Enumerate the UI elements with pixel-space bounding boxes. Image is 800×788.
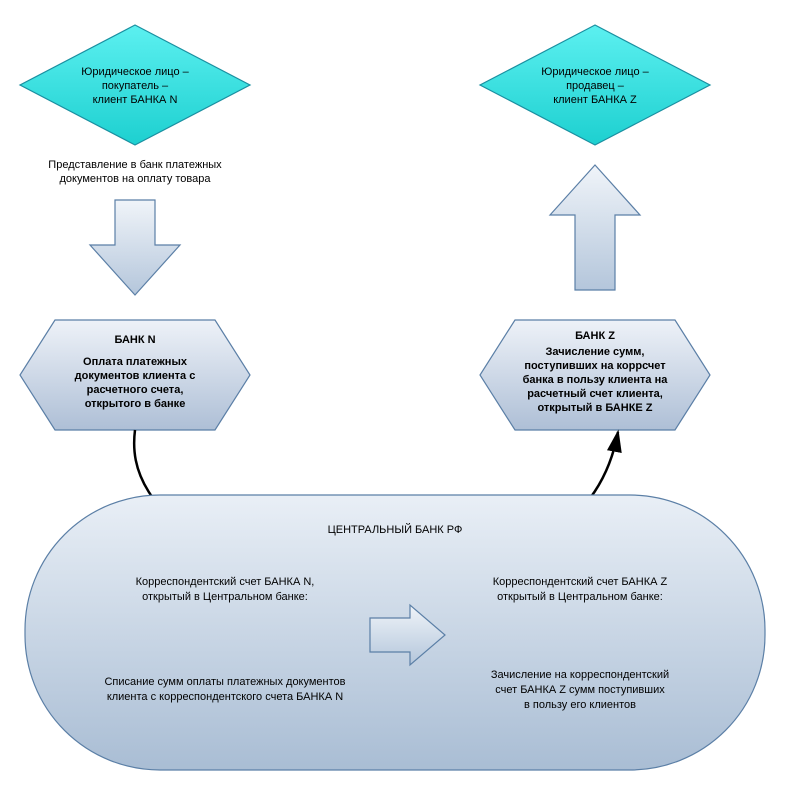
seller-diamond-node: Юридическое лицо – продавец – клиент БАН… (480, 25, 710, 145)
down-arrow-left (90, 200, 180, 295)
buyer-caption: Представление в банк платежных документо… (48, 159, 222, 185)
bank-n-hexagon: БАНК N Оплата платежных документов клиен… (20, 320, 250, 430)
bank-z-hexagon: БАНК Z Зачисление сумм, поступивших на к… (480, 320, 710, 430)
up-arrow-right (550, 165, 640, 290)
buyer-diamond-node: Юридическое лицо – покупатель – клиент Б… (20, 25, 250, 145)
buyer-caption-line1: Представление в банк платежных (48, 159, 222, 171)
buyer-caption-line2: документов на оплату товара (60, 173, 212, 185)
bank-z-line1: Зачисление сумм, (546, 346, 645, 358)
cb-left-top-2: открытый в Центральном банке: (142, 591, 308, 603)
bank-n-line1: Оплата платежных (83, 356, 188, 368)
bank-n-line2: документов клиента с (75, 370, 196, 382)
cb-left-top-1: Корреспондентский счет БАНКА N, (136, 576, 315, 588)
buyer-diamond-line1: Юридическое лицо – (81, 66, 189, 78)
cb-right-top-2: открытый в Центральном банке: (497, 591, 663, 603)
cb-left-bottom-1: Списание сумм оплаты платежных документо… (104, 676, 345, 688)
cb-right-top-1: Корреспондентский счет БАНКА Z (493, 576, 668, 588)
bank-z-line4: расчетный счет клиента, (527, 388, 663, 400)
central-bank-container: ЦЕНТРАЛЬНЫЙ БАНК РФ Корреспондентский сч… (25, 495, 765, 770)
bank-z-line5: открытый в БАНКЕ Z (537, 402, 652, 414)
bank-n-title: БАНК N (114, 334, 155, 346)
seller-diamond-line1: Юридическое лицо – (541, 66, 649, 78)
bank-z-line2: поступивших на коррсчет (524, 360, 666, 372)
cb-right-bottom-1: Зачисление на корреспондентский (491, 669, 669, 681)
central-bank-title: ЦЕНТРАЛЬНЫЙ БАНК РФ (328, 523, 463, 536)
seller-diamond-line2: продавец – (566, 80, 625, 92)
bank-z-line3: банка в пользу клиента на (523, 374, 669, 386)
cb-left-bottom-2: клиента с корреспондентского счета БАНКА… (107, 691, 343, 703)
cb-right-bottom-2: счет БАНКА Z сумм поступивших (495, 684, 665, 696)
bank-n-line3: расчетного счета, (87, 384, 184, 396)
cb-right-bottom-3: в пользу его клиентов (524, 699, 636, 711)
buyer-diamond-line2: покупатель – (102, 80, 169, 92)
seller-diamond-line3: клиент БАНКА Z (553, 94, 637, 106)
bank-z-title: БАНК Z (575, 330, 615, 342)
bank-n-line4: открытого в банке (85, 398, 186, 410)
flowchart-canvas: Юридическое лицо – покупатель – клиент Б… (0, 0, 800, 788)
buyer-diamond-line3: клиент БАНКА N (93, 94, 178, 106)
